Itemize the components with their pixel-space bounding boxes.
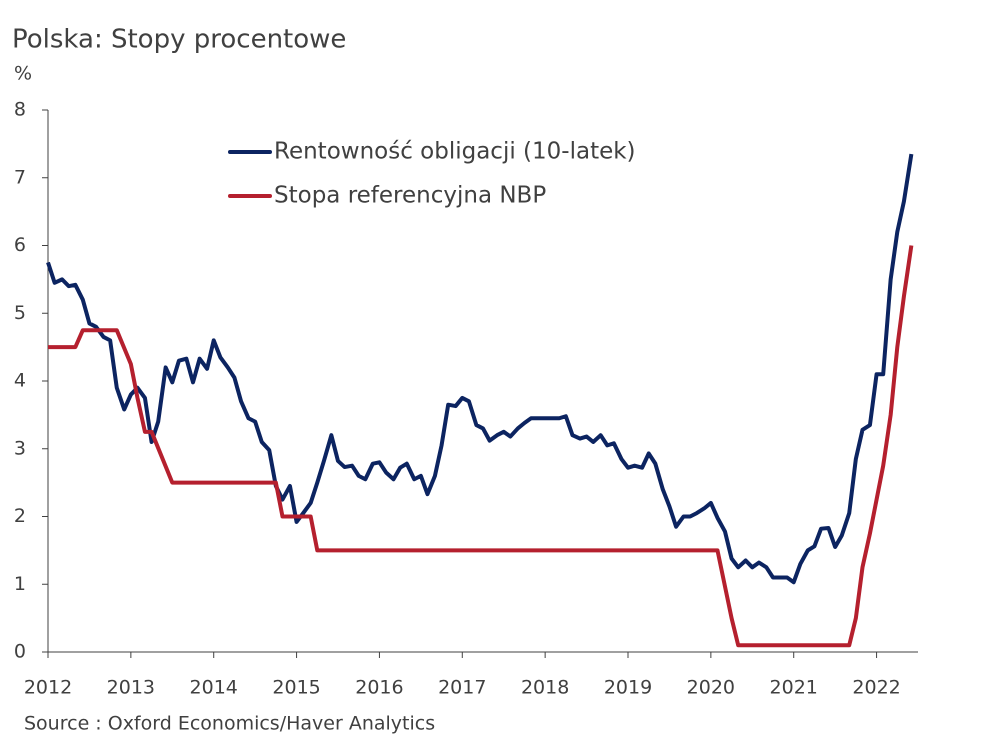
x-tick-label: 2021: [770, 677, 818, 699]
y-axis-label: %: [14, 63, 32, 85]
x-tick-label: 2022: [852, 677, 900, 699]
x-tick-label: 2014: [190, 677, 238, 699]
x-tick-label: 2019: [604, 677, 652, 699]
y-tick-label: 8: [14, 99, 26, 121]
chart-title: Polska: Stopy procentowe: [12, 25, 346, 55]
legend-label: Stopa referencyjna NBP: [274, 183, 546, 209]
y-tick-label: 2: [14, 505, 26, 527]
series-line: [48, 245, 914, 648]
y-tick-label: 4: [14, 370, 26, 392]
y-tick-label: 3: [14, 437, 26, 459]
source: Source : Oxford Economics/Haver Analytic…: [24, 713, 435, 735]
x-tick-label: 2020: [687, 677, 735, 699]
x-tick-label: 2015: [272, 677, 320, 699]
x-tick-label: 2012: [24, 677, 72, 699]
x-tick-label: 2017: [438, 677, 486, 699]
x-tick-label: 2016: [355, 677, 403, 699]
y-tick-label: 5: [14, 302, 26, 324]
y-tick-label: 1: [14, 573, 26, 595]
legend-label: Rentowność obligacji (10-latek): [274, 139, 636, 165]
y-tick-label: 6: [14, 234, 26, 256]
y-tick-label: 0: [14, 641, 26, 663]
series-line: [46, 153, 914, 585]
y-tick-label: 7: [14, 166, 26, 188]
x-tick-label: 2018: [521, 677, 569, 699]
x-tick-label: 2013: [107, 677, 155, 699]
